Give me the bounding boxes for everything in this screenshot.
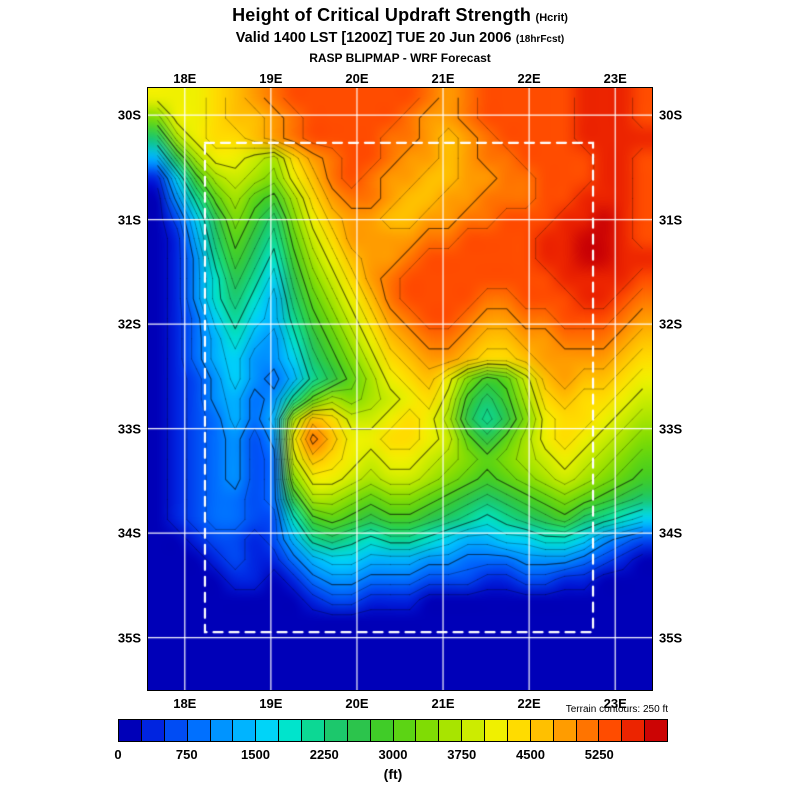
colorbar-segment (164, 720, 188, 741)
colorbar-segment (393, 720, 417, 741)
header: Height of Critical Updraft Strength (Hcr… (0, 5, 800, 65)
colorbar-tick-label: 3000 (378, 747, 408, 762)
colorbar-segment (256, 720, 280, 741)
model-name-line: RASP BLIPMAP - WRF Forecast (309, 51, 491, 65)
colorbar-segment (370, 720, 394, 741)
lon-label-top: 19E (259, 71, 283, 86)
lon-label-top: 20E (345, 71, 369, 86)
lat-label-right: 33S (659, 421, 683, 437)
colorbar-tick-label: 0 (114, 747, 122, 762)
lat-label-left: 35S (117, 630, 141, 646)
lon-label-bottom: 21E (431, 696, 455, 711)
colorbar-segment (302, 720, 325, 741)
lat-label-left: 30S (117, 107, 141, 123)
lon-label-bottom: 18E (173, 696, 197, 711)
lon-label-bottom: 22E (517, 696, 541, 711)
lon-label-top: 21E (431, 71, 455, 86)
colorbar-tick-label: 1500 (241, 747, 270, 762)
lat-label-left: 32S (117, 316, 141, 332)
lat-label-right: 31S (659, 212, 683, 228)
colorbar (118, 719, 668, 742)
lat-label-right: 30S (659, 107, 683, 123)
lon-label-top: 18E (173, 71, 197, 86)
valid-time-text: Valid 1400 LST [1200Z] TUE 20 Jun 2006 (235, 30, 512, 46)
colorbar-tick-label: 2250 (309, 747, 339, 762)
colorbar-segment (530, 720, 554, 741)
colorbar-segment (485, 720, 508, 741)
colorbar-segment (141, 720, 165, 741)
lat-label-left: 33S (117, 421, 141, 437)
title-text: Height of Critical Updraft Strength (232, 5, 532, 25)
colorbar-segment (324, 720, 348, 741)
colorbar-segment (553, 720, 577, 741)
lat-label-right: 34S (659, 525, 683, 541)
terrain-contours-note: Terrain contours: 250 ft (565, 704, 668, 715)
title-suffix: (Hcrit) (535, 12, 568, 24)
lon-label-bottom: 23E (603, 696, 627, 711)
forecast-hour-suffix: (18hrFcst) (515, 34, 565, 45)
lon-label-bottom: 20E (345, 696, 369, 711)
colorbar-segment (233, 720, 257, 741)
colorbar-segment (576, 720, 600, 741)
colorbar-segment (416, 720, 440, 741)
lon-label-bottom: 19E (259, 696, 283, 711)
colorbar-segment (210, 720, 234, 741)
colorbar-segment (279, 720, 302, 741)
colorbar-segment (347, 720, 371, 741)
page-title: Height of Critical Updraft Strength (Hcr… (0, 5, 800, 26)
colorbar-segment (622, 720, 646, 741)
colorbar-tick-label: 750 (175, 747, 198, 762)
colorbar-tick-label: 4500 (516, 747, 545, 762)
colorbar-segment (645, 720, 667, 741)
lon-label-top: 22E (517, 71, 541, 86)
map-frame (147, 87, 653, 691)
lat-label-right: 32S (659, 316, 683, 332)
colorbar-tick-label: 3750 (447, 747, 477, 762)
colorbar-tick-label: 5250 (584, 747, 614, 762)
valid-time-line: Valid 1400 LST [1200Z] TUE 20 Jun 2006 (… (0, 29, 800, 47)
lat-label-left: 34S (117, 525, 141, 541)
colorbar-segment (462, 720, 485, 741)
colorbar-segment (119, 720, 142, 741)
colorbar-segment (599, 720, 623, 741)
colorbar-segment (507, 720, 531, 741)
colorbar-segment (187, 720, 211, 741)
lat-label-right: 35S (659, 630, 683, 646)
map-canvas (148, 88, 652, 690)
colorbar-segment (439, 720, 463, 741)
lat-label-left: 31S (117, 212, 141, 228)
lon-label-top: 23E (603, 71, 627, 86)
units-label: (ft) (383, 766, 403, 782)
